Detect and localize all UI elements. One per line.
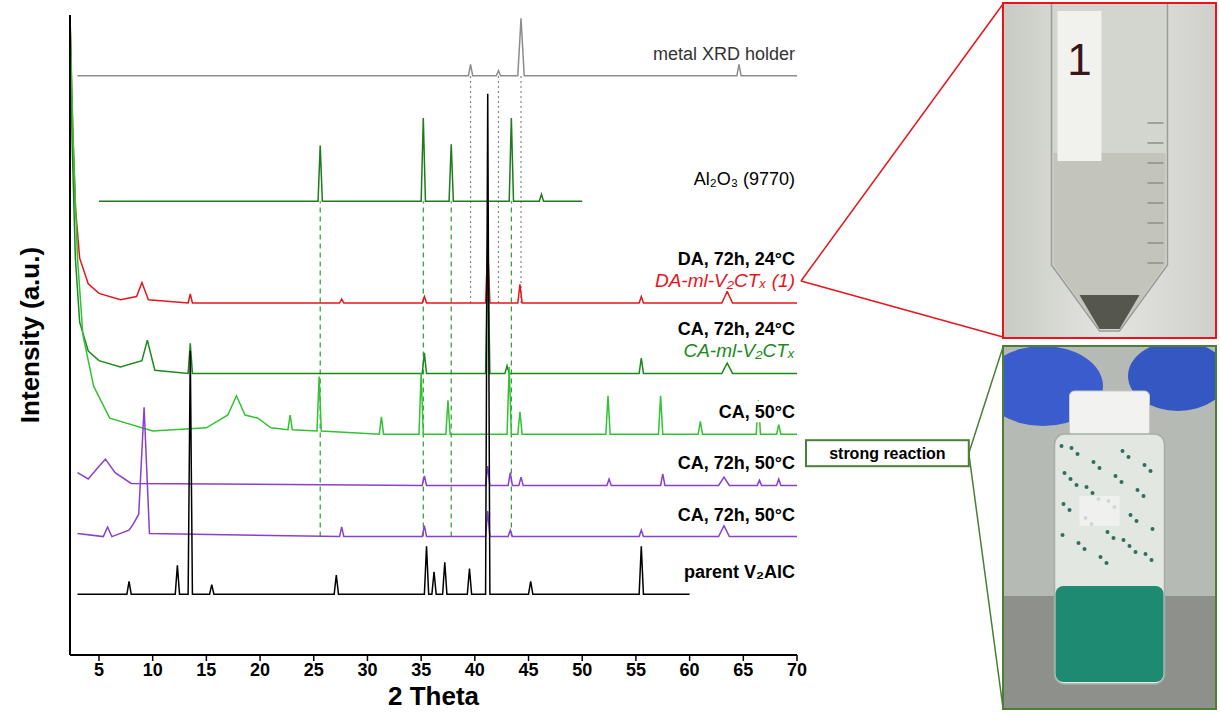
svg-text:strong reaction: strong reaction bbox=[829, 445, 945, 462]
svg-text:35: 35 bbox=[411, 660, 431, 680]
svg-text:Intensity (a.u.): Intensity (a.u.) bbox=[15, 247, 45, 423]
svg-text:1: 1 bbox=[1067, 35, 1091, 84]
svg-text:CA-ml-V₂CTₓ: CA-ml-V₂CTₓ bbox=[683, 340, 795, 361]
svg-text:40: 40 bbox=[465, 660, 485, 680]
svg-text:metal XRD holder: metal XRD holder bbox=[653, 44, 795, 64]
svg-text:65: 65 bbox=[733, 660, 753, 680]
svg-text:25: 25 bbox=[304, 660, 324, 680]
svg-text:5: 5 bbox=[94, 660, 104, 680]
svg-text:CA, 50°C: CA, 50°C bbox=[719, 402, 795, 422]
svg-text:50: 50 bbox=[572, 660, 592, 680]
svg-text:CA, 72h, 50°C: CA, 72h, 50°C bbox=[678, 453, 795, 473]
svg-text:CA, 72h, 24°C: CA, 72h, 24°C bbox=[678, 319, 795, 339]
svg-text:DA, 72h, 24°C: DA, 72h, 24°C bbox=[678, 249, 795, 269]
svg-text:DA-ml-V₂CTₓ (1): DA-ml-V₂CTₓ (1) bbox=[655, 270, 795, 291]
svg-text:2 Theta: 2 Theta bbox=[388, 681, 480, 711]
svg-text:20: 20 bbox=[250, 660, 270, 680]
svg-text:Al₂O₃ (9770): Al₂O₃ (9770) bbox=[694, 169, 795, 189]
svg-text:30: 30 bbox=[357, 660, 377, 680]
svg-text:70: 70 bbox=[787, 660, 807, 680]
svg-text:10: 10 bbox=[143, 660, 163, 680]
svg-text:parent V₂AlC: parent V₂AlC bbox=[684, 562, 795, 582]
svg-text:45: 45 bbox=[519, 660, 539, 680]
svg-text:CA, 72h, 50°C: CA, 72h, 50°C bbox=[678, 505, 795, 525]
svg-text:15: 15 bbox=[196, 660, 216, 680]
svg-text:60: 60 bbox=[680, 660, 700, 680]
svg-text:55: 55 bbox=[626, 660, 646, 680]
